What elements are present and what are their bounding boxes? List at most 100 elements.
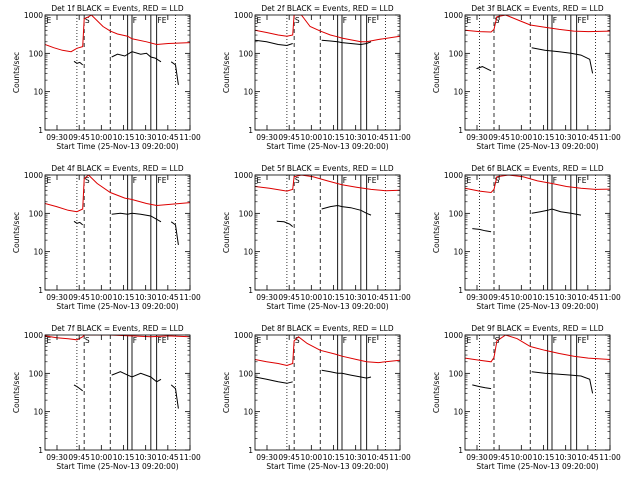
series-line-lld: [465, 335, 610, 363]
y-tick-label: 10: [453, 408, 463, 417]
x-tick-label: 10:15: [533, 453, 555, 462]
y-tick-label: 10: [243, 88, 253, 97]
y-tick-label: 1000: [24, 11, 43, 20]
flag-label-e: E: [256, 16, 261, 25]
y-tick-label: 100: [29, 369, 44, 378]
x-tick-label: 10:00: [91, 293, 113, 302]
series-line-lld: [255, 175, 400, 192]
panel-title: Det 3f BLACK = Events, RED = LLD: [471, 4, 604, 13]
y-tick-label: 1: [38, 446, 43, 455]
flag-label-e: E: [46, 176, 51, 185]
flag-label-fe: FE: [367, 176, 376, 185]
y-tick-label: 1: [458, 126, 463, 135]
x-tick-label: 10:15: [113, 293, 135, 302]
x-tick-label: 09:45: [278, 293, 300, 302]
series-line-lld: [465, 175, 610, 194]
y-tick-label: 100: [449, 209, 464, 218]
flag-label-fe: FE: [367, 336, 376, 345]
y-axis-label: Counts/sec: [432, 372, 441, 413]
series-line-events: [276, 220, 294, 227]
x-tick-label: 09:30: [466, 453, 488, 462]
y-axis-label: Counts/sec: [12, 52, 21, 93]
x-tick-label: 10:00: [301, 293, 323, 302]
y-tick-label: 1000: [234, 11, 253, 20]
x-tick-label: 11:00: [599, 453, 621, 462]
series-line-events: [170, 221, 179, 245]
x-tick-label: 10:15: [533, 293, 555, 302]
x-tick-label: 09:45: [488, 293, 510, 302]
x-tick-label: 10:45: [157, 133, 179, 142]
x-tick-label: 10:30: [345, 293, 367, 302]
y-tick-label: 1: [248, 126, 253, 135]
x-axis-label: Start Time (25-Nov-13 09:20:00): [476, 302, 598, 311]
x-axis-label: Start Time (25-Nov-13 09:20:00): [266, 142, 388, 151]
y-tick-label: 1000: [444, 331, 463, 340]
series-line-events: [472, 228, 492, 233]
y-tick-label: 10: [453, 88, 463, 97]
x-tick-label: 09:45: [68, 133, 90, 142]
x-tick-label: 11:00: [599, 133, 621, 142]
series-line-events: [321, 39, 372, 46]
flag-label-s: S: [295, 16, 300, 25]
series-line-events: [170, 61, 179, 85]
y-tick-label: 1000: [24, 171, 43, 180]
flag-label-f: F: [133, 176, 137, 185]
flag-label-s: S: [85, 336, 90, 345]
plot-frame: [254, 334, 401, 451]
x-tick-label: 10:45: [367, 293, 389, 302]
flag-label-f: F: [553, 176, 557, 185]
flag-label-s: S: [495, 176, 500, 185]
x-tick-label: 10:30: [555, 453, 577, 462]
y-axis-label: Counts/sec: [432, 212, 441, 253]
x-tick-label: 11:00: [179, 453, 201, 462]
flag-label-e: E: [256, 176, 261, 185]
panel-title: Det 2f BLACK = Events, RED = LLD: [261, 4, 394, 13]
series-line-events: [321, 369, 372, 379]
x-tick-label: 10:45: [367, 453, 389, 462]
plot-frame: [44, 14, 191, 131]
x-tick-label: 09:45: [278, 133, 300, 142]
x-axis-label: Start Time (25-Nov-13 09:20:00): [476, 142, 598, 151]
x-tick-label: 11:00: [179, 133, 201, 142]
y-tick-label: 1000: [24, 331, 43, 340]
flag-label-e: E: [466, 336, 471, 345]
y-tick-label: 1: [38, 286, 43, 295]
series-line-events: [255, 376, 293, 384]
plot-frame: [44, 174, 191, 291]
x-tick-label: 10:45: [577, 293, 599, 302]
flag-label-f: F: [133, 16, 137, 25]
y-tick-label: 100: [239, 369, 254, 378]
x-axis-label: Start Time (25-Nov-13 09:20:00): [56, 462, 178, 471]
plot-frame: [464, 174, 611, 291]
x-tick-label: 09:45: [68, 453, 90, 462]
x-tick-label: 09:45: [488, 453, 510, 462]
x-tick-label: 09:30: [256, 293, 278, 302]
x-tick-label: 10:45: [157, 453, 179, 462]
y-axis-label: Counts/sec: [222, 52, 231, 93]
series-line-events: [531, 47, 594, 74]
x-tick-label: 10:45: [367, 133, 389, 142]
x-tick-label: 09:45: [278, 453, 300, 462]
flag-label-e: E: [466, 176, 471, 185]
series-line-events: [111, 212, 162, 223]
y-axis-label: Counts/sec: [222, 372, 231, 413]
y-tick-label: 100: [29, 209, 44, 218]
plot-frame: [44, 334, 191, 451]
series-line-events: [321, 204, 372, 216]
y-tick-label: 1: [38, 126, 43, 135]
y-tick-label: 10: [243, 408, 253, 417]
flag-label-fe: FE: [367, 16, 376, 25]
y-tick-label: 100: [449, 369, 464, 378]
y-tick-label: 1: [458, 286, 463, 295]
x-tick-label: 11:00: [389, 453, 411, 462]
series-line-lld: [45, 15, 190, 53]
flag-label-e: E: [256, 336, 261, 345]
y-tick-label: 1000: [444, 171, 463, 180]
x-tick-label: 10:00: [511, 133, 533, 142]
flag-label-f: F: [343, 176, 347, 185]
x-tick-label: 09:45: [488, 133, 510, 142]
